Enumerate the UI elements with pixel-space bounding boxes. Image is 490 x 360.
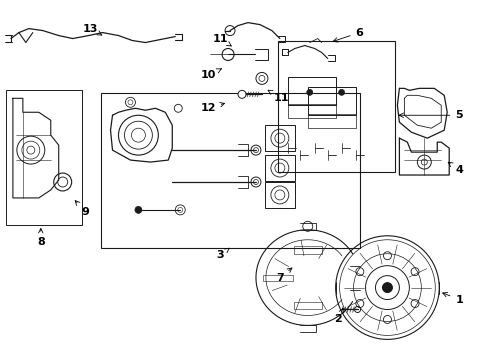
Text: 13: 13 <box>83 24 102 35</box>
Text: 8: 8 <box>37 229 45 247</box>
Bar <box>263 275 293 280</box>
Circle shape <box>238 90 246 98</box>
Text: 7: 7 <box>276 268 292 283</box>
Text: 4: 4 <box>448 162 463 175</box>
Text: 5: 5 <box>399 110 463 120</box>
Text: 6: 6 <box>333 28 364 42</box>
Circle shape <box>383 283 392 293</box>
Circle shape <box>307 89 313 95</box>
Bar <box>288 104 336 118</box>
Bar <box>265 155 295 181</box>
Bar <box>265 182 295 208</box>
Bar <box>308 87 356 115</box>
Bar <box>294 302 322 310</box>
Bar <box>6 90 82 225</box>
Text: 3: 3 <box>216 248 229 260</box>
Text: 9: 9 <box>75 201 90 217</box>
Text: 10: 10 <box>200 69 221 80</box>
Text: 2: 2 <box>334 308 343 324</box>
Circle shape <box>135 206 142 213</box>
Bar <box>278 41 395 172</box>
Circle shape <box>339 89 344 95</box>
Text: 11: 11 <box>212 33 231 46</box>
Text: 11: 11 <box>268 90 290 103</box>
Bar <box>288 77 336 105</box>
Text: 12: 12 <box>200 103 224 113</box>
Bar <box>265 125 295 151</box>
Bar <box>308 114 356 128</box>
Bar <box>100 93 360 248</box>
Text: 1: 1 <box>442 293 463 305</box>
Bar <box>294 246 322 254</box>
